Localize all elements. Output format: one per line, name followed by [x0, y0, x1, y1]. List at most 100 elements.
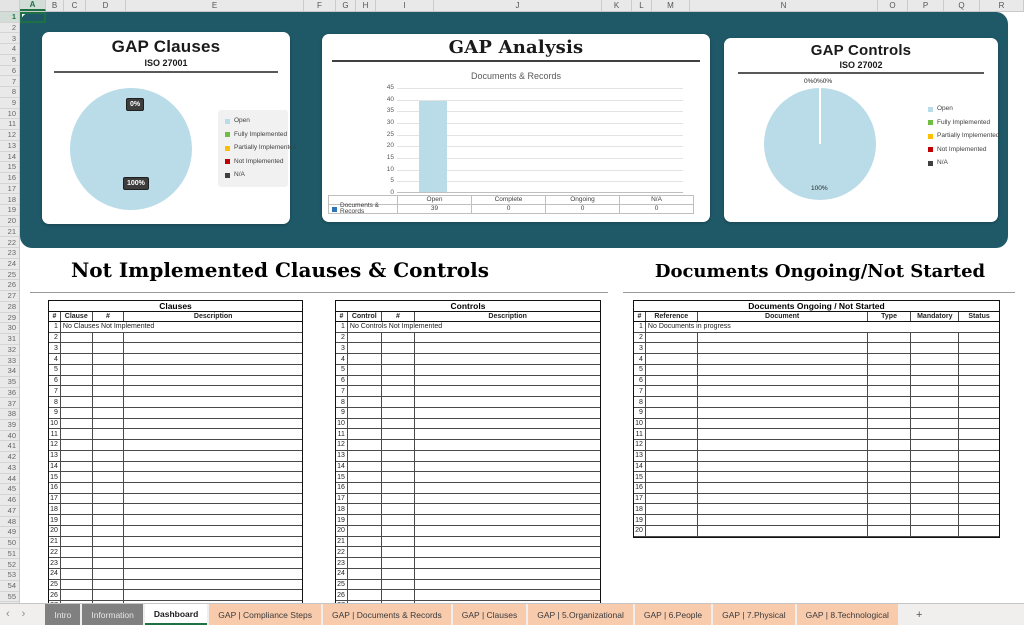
table-cell[interactable]	[646, 354, 698, 364]
table-cell[interactable]	[61, 515, 93, 525]
gap-analysis-chart-card[interactable]: GAP Analysis Documents & Records 45 40 35 3…	[322, 34, 710, 222]
row-header-44[interactable]: 44	[0, 474, 19, 485]
table-cell[interactable]	[382, 579, 416, 590]
table-cell[interactable]	[348, 483, 382, 493]
table-cell[interactable]	[415, 558, 600, 568]
table-cell[interactable]	[61, 525, 93, 536]
table-cell[interactable]	[911, 429, 960, 440]
row-header-19[interactable]: 19	[0, 205, 19, 216]
row-header-20[interactable]: 20	[0, 216, 19, 227]
column-header-C[interactable]: C	[64, 0, 86, 11]
table-cell[interactable]	[61, 375, 93, 386]
row-header-30[interactable]: 30	[0, 323, 19, 335]
column-header-F[interactable]: F	[304, 0, 336, 11]
table-row[interactable]: 17	[634, 493, 999, 505]
row-header-11[interactable]: 11	[0, 119, 19, 131]
table-cell[interactable]	[61, 461, 93, 472]
table-cell[interactable]	[61, 579, 93, 590]
table-cell[interactable]	[868, 472, 912, 483]
table-cell[interactable]	[698, 407, 868, 418]
table-cell[interactable]	[93, 590, 125, 601]
gap-controls-chart-card[interactable]: GAP Controls ISO 27002 0%0%0% 100% Open F…	[724, 38, 1000, 222]
table-cell[interactable]	[382, 601, 416, 603]
table-cell[interactable]	[348, 558, 382, 568]
row-header-36[interactable]: 36	[0, 388, 19, 399]
selected-cell-a1[interactable]	[20, 12, 46, 23]
table-cell[interactable]	[124, 451, 302, 461]
table-cell[interactable]	[646, 343, 698, 354]
row-header-2[interactable]: 2	[0, 23, 19, 34]
row-header-22[interactable]: 22	[0, 237, 19, 249]
table-cell[interactable]	[61, 407, 93, 418]
table-cell[interactable]	[348, 504, 382, 515]
row-header-34[interactable]: 34	[0, 366, 19, 377]
row-header-38[interactable]: 38	[0, 409, 19, 420]
table-cell[interactable]	[124, 386, 302, 396]
table-row[interactable]: 9	[49, 407, 302, 419]
row-header-40[interactable]: 40	[0, 431, 19, 442]
table-cell[interactable]	[698, 397, 868, 407]
table-cell[interactable]	[382, 364, 416, 375]
table-cell[interactable]	[415, 386, 600, 396]
row-header-51[interactable]: 51	[0, 549, 19, 560]
row-header-21[interactable]: 21	[0, 227, 19, 238]
table-cell[interactable]	[382, 525, 416, 536]
table-cell[interactable]	[646, 332, 698, 343]
row-header-37[interactable]: 37	[0, 398, 19, 410]
table-cell[interactable]	[911, 493, 960, 504]
table-row[interactable]: 6	[49, 375, 302, 387]
table-cell[interactable]	[959, 397, 999, 407]
table-row[interactable]: 20	[336, 525, 600, 537]
table-cell[interactable]	[124, 526, 302, 536]
row-header-33[interactable]: 33	[0, 356, 19, 367]
table-cell[interactable]	[698, 386, 868, 397]
table-cell[interactable]	[698, 493, 868, 504]
table-cell[interactable]	[868, 429, 912, 440]
table-cell[interactable]	[124, 569, 302, 579]
table-cell[interactable]	[348, 493, 382, 504]
table-cell[interactable]	[415, 376, 600, 386]
table-cell[interactable]	[646, 472, 698, 483]
table-cell[interactable]	[93, 343, 125, 354]
table-cell[interactable]	[61, 429, 93, 440]
row-header-1[interactable]: 1	[0, 12, 19, 23]
table-cell[interactable]	[959, 408, 999, 418]
table-cell[interactable]	[124, 333, 302, 343]
table-cell[interactable]	[415, 526, 600, 536]
column-header-D[interactable]: D	[86, 0, 126, 11]
table-row[interactable]: 2	[336, 332, 600, 344]
row-header-47[interactable]: 47	[0, 506, 19, 517]
table-row[interactable]: 2	[49, 332, 302, 344]
table-row[interactable]: 12	[49, 440, 302, 451]
table-row[interactable]: 14	[49, 461, 302, 473]
table-cell[interactable]	[911, 483, 960, 493]
table-row[interactable]: 2	[634, 332, 999, 344]
table-row[interactable]: 17	[49, 493, 302, 505]
table-cell[interactable]	[124, 483, 302, 493]
table-cell[interactable]	[959, 429, 999, 439]
column-header-A[interactable]: A	[20, 0, 46, 11]
table-cell[interactable]	[348, 536, 382, 547]
row-header-18[interactable]: 18	[0, 194, 19, 206]
column-header-O[interactable]: O	[878, 0, 908, 11]
table-cell[interactable]	[61, 547, 93, 558]
table-cell[interactable]	[61, 440, 93, 450]
row-header-29[interactable]: 29	[0, 313, 19, 324]
table-cell[interactable]	[348, 375, 382, 386]
table-row[interactable]: 25	[49, 579, 302, 591]
row-header-45[interactable]: 45	[0, 484, 19, 496]
sheet-tab-gap-documents-records[interactable]: GAP | Documents & Records	[323, 604, 451, 625]
table-cell[interactable]	[868, 504, 912, 515]
row-header-25[interactable]: 25	[0, 270, 19, 281]
table-cell[interactable]	[911, 515, 960, 525]
row-header-28[interactable]: 28	[0, 302, 19, 313]
row-header-10[interactable]: 10	[0, 109, 19, 120]
column-header-G[interactable]: G	[336, 0, 356, 11]
table-cell[interactable]	[415, 397, 600, 407]
table-row[interactable]: 4	[49, 354, 302, 365]
row-header-5[interactable]: 5	[0, 55, 19, 66]
table-row[interactable]: 13	[634, 450, 999, 462]
table-cell[interactable]	[348, 332, 382, 343]
table-row[interactable]: 19	[336, 515, 600, 526]
table-cell[interactable]	[959, 376, 999, 386]
